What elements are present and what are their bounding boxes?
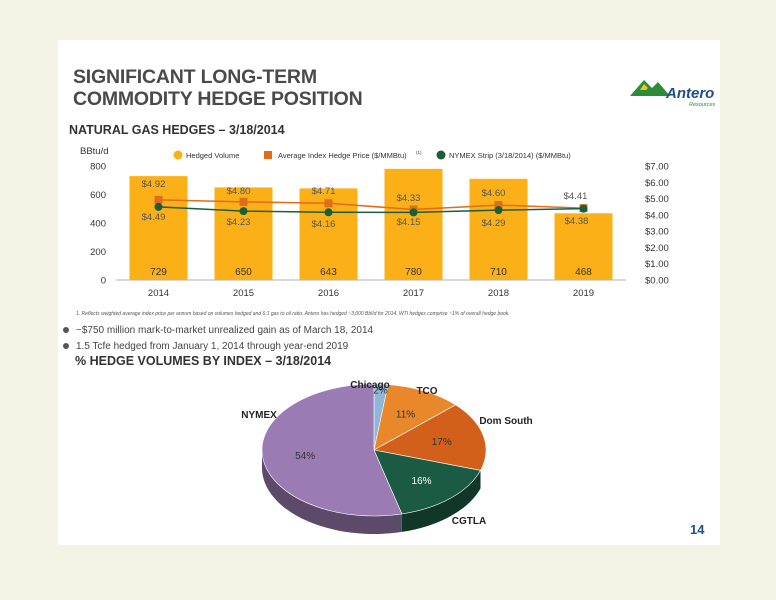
- index-price-point: [239, 197, 248, 206]
- index-price-label: $4.80: [227, 186, 251, 197]
- x-tick-label: 2015: [233, 288, 254, 299]
- y-tick-label: 800: [90, 162, 106, 173]
- gas-hedges-subtitle: NATURAL GAS HEDGES – 3/18/2014: [69, 123, 285, 137]
- nymex-strip-point: [409, 208, 418, 217]
- bullet-list: ~$750 million mark-to-market unrealized …: [63, 322, 373, 354]
- legend-nymex-strip-label: NYMEX Strip (3/18/2014) ($/MMBtu): [449, 151, 571, 160]
- title-line-1: SIGNIFICANT LONG-TERM: [73, 66, 317, 88]
- nymex-strip-label: $4.29: [482, 218, 506, 229]
- index-price-line: [158, 199, 584, 211]
- x-tick-label: 2016: [318, 288, 339, 299]
- bar-2017: [384, 168, 443, 280]
- bullet-text: ~$750 million mark-to-market unrealized …: [76, 324, 374, 336]
- bullet-dot-icon: [63, 343, 69, 349]
- hedge-volume-chart: BBtu/d 0 200 400 600 800 $0.00 $1.00 $2.00 $3.00 $…: [80, 146, 669, 299]
- x-tick-label: 2018: [488, 288, 509, 299]
- title-line-2: COMMODITY HEDGE POSITION: [73, 88, 363, 110]
- bar-2014: [129, 176, 188, 280]
- index-price-label: $4.33: [397, 193, 421, 204]
- nymex-strip-point: [154, 202, 163, 211]
- y2-tick-label: $4.00: [645, 210, 669, 221]
- index-price-label: $4.60: [482, 188, 506, 199]
- bar-data-label: 468: [575, 267, 592, 278]
- logo-mountain-icon: [630, 80, 670, 96]
- logo-sub-text: Resources: [689, 102, 716, 108]
- index-price-point: [324, 199, 333, 208]
- y-axis-label: BBtu/d: [80, 146, 109, 157]
- y2-tick-label: $7.00: [645, 162, 669, 173]
- legend-nymex-strip-marker: [436, 150, 446, 160]
- nymex-strip-label: $4.38: [565, 216, 589, 227]
- nymex-strip-point: [579, 204, 588, 213]
- index-price-label: $4.92: [142, 179, 166, 190]
- y2-tick-label: $6.00: [645, 178, 669, 189]
- slide-title: SIGNIFICANT LONG-TERM COMMODITY HEDGE PO…: [73, 66, 473, 110]
- legend-hedged-volume-marker: [173, 150, 183, 160]
- page-number: 14: [690, 522, 705, 537]
- y2-tick-label: $0.00: [645, 276, 669, 287]
- index-price-label: $4.41: [564, 191, 588, 202]
- index-price-label: $4.71: [312, 186, 336, 197]
- index-price-point: [154, 195, 163, 204]
- nymex-strip-point: [239, 207, 248, 216]
- legend-hedged-volume-label: Hedged Volume: [186, 151, 239, 160]
- footnote: 1. Reflects weighted average index price…: [76, 311, 510, 317]
- index-price-point: [494, 201, 503, 210]
- nymex-strip-label: $4.15: [397, 217, 421, 228]
- bar-data-label: 643: [320, 267, 337, 278]
- nymex-strip-label: $4.16: [312, 219, 336, 230]
- y-tick-label: 600: [90, 190, 106, 201]
- y2-tick-label: $5.00: [645, 194, 669, 205]
- bar-2018: [469, 178, 528, 280]
- x-tick-label: 2019: [573, 288, 594, 299]
- bar-data-label: 780: [405, 267, 422, 278]
- bullet-item: 1.5 Tcfe hedged from January 1, 2014 thr…: [63, 338, 373, 354]
- bar-data-label: 729: [150, 267, 167, 278]
- y-tick-label: 0: [101, 276, 106, 287]
- index-subtitle: % HEDGE VOLUMES BY INDEX – 3/18/2014: [75, 354, 332, 368]
- bullet-dot-icon: [63, 327, 69, 333]
- logo-sun-icon: [640, 84, 648, 90]
- legend-index-price-label: Average Index Hedge Price ($/MMBtu): [278, 151, 407, 160]
- bar-data-label: 710: [490, 267, 507, 278]
- nymex-strip-point: [324, 208, 333, 217]
- y-tick-label: 400: [90, 219, 106, 230]
- bullet-text: 1.5 Tcfe hedged from January 1, 2014 thr…: [76, 340, 349, 352]
- y-tick-label: 200: [90, 247, 106, 258]
- y2-tick-label: $1.00: [645, 259, 669, 270]
- nymex-strip-label: $4.23: [227, 217, 251, 228]
- bullet-item: ~$750 million mark-to-market unrealized …: [63, 322, 373, 338]
- y2-tick-label: $3.00: [645, 227, 669, 238]
- x-tick-label: 2014: [148, 288, 169, 299]
- y2-tick-label: $2.00: [645, 243, 669, 254]
- legend-index-price-footnote-mark: (1): [416, 150, 422, 155]
- x-tick-label: 2017: [403, 288, 424, 299]
- nymex-strip-point: [494, 206, 503, 215]
- bar-data-label: 650: [235, 267, 252, 278]
- legend-index-price-marker: [264, 151, 272, 159]
- nymex-strip-label: $4.49: [142, 212, 166, 223]
- antero-logo: Antero Resources: [630, 80, 716, 108]
- bar-2019: [554, 213, 613, 280]
- nymex-strip-line: [158, 206, 584, 214]
- logo-text: Antero: [665, 85, 714, 102]
